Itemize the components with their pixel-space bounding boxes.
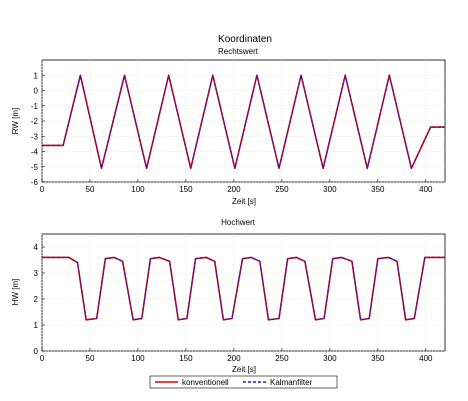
x-tick-label: 100 — [131, 185, 145, 194]
x-tick-label: 50 — [86, 354, 95, 363]
plot-area — [41, 233, 446, 352]
y-tick-label: 1 — [34, 321, 39, 330]
series-line-kalmanfilter — [42, 74, 445, 169]
legend: konventionell Kalmanfilter — [149, 375, 338, 389]
x-tick-label: 350 — [371, 185, 385, 194]
series-group — [42, 256, 445, 321]
grid — [41, 234, 445, 352]
series-line-konventionell — [42, 256, 445, 321]
x-tick-label: 0 — [40, 354, 45, 363]
x-tick-label: 150 — [179, 354, 193, 363]
x-tick-labels: 0 50 100 150 200 250 300 350 400 — [40, 185, 433, 194]
legend-label: konventionell — [182, 378, 229, 387]
x-tick-label: 150 — [179, 185, 193, 194]
x-tick-labels: 0 50 100 150 200 250 300 350 400 — [40, 354, 433, 363]
y-tick-label: 2 — [34, 295, 39, 304]
y-tick-label: 0 — [34, 87, 39, 96]
series-group — [42, 74, 445, 170]
y-tick-label: 0 — [34, 347, 39, 356]
y-tick-label: -5 — [31, 163, 39, 172]
x-tick-label: 400 — [419, 354, 433, 363]
x-tick-label: 250 — [275, 185, 289, 194]
y-tick-labels: -6 -5 -4 -3 -2 -1 0 1 — [31, 71, 39, 187]
x-axis-label: Zeit [s] — [232, 197, 256, 206]
figure-title: Koordinaten — [218, 34, 272, 45]
x-tick-label: 300 — [323, 185, 337, 194]
chart-title: Rechtswert — [218, 47, 259, 56]
x-tick-label: 350 — [371, 354, 385, 363]
legend-label: Kalmanfilter — [270, 378, 313, 387]
x-tick-label: 250 — [275, 354, 289, 363]
x-tick-label: 300 — [323, 354, 337, 363]
chart-rechtswert: Rechtswert 0 50 100 150 200 250 300 350 400 -6 -5… — [11, 47, 446, 206]
y-tick-label: -3 — [31, 132, 39, 141]
chart-title: Hochwert — [221, 218, 256, 227]
y-tick-label: -1 — [31, 102, 39, 111]
x-tick-label: 200 — [227, 185, 241, 194]
y-tick-labels: 0 1 2 3 4 — [34, 243, 39, 356]
x-tick-label: 0 — [40, 185, 45, 194]
x-tick-label: 400 — [419, 185, 433, 194]
y-axis-label: HW [m] — [11, 279, 20, 306]
y-tick-label: -2 — [31, 117, 39, 126]
y-tick-label: 3 — [34, 269, 39, 278]
chart-hochwert: Hochwert 0 50 100 150 200 250 300 350 400 01234 … — [11, 218, 446, 374]
y-tick-label: 4 — [34, 243, 39, 252]
x-tick-label: 100 — [131, 354, 145, 363]
x-tick-label: 200 — [227, 354, 241, 363]
x-tick-label: 50 — [86, 185, 95, 194]
y-tick-label: -4 — [31, 148, 39, 157]
y-axis-label: RW [m] — [11, 108, 20, 135]
y-tick-label: 1 — [34, 71, 39, 80]
y-tick-label: -6 — [31, 178, 39, 187]
x-axis-label: Zeit [s] — [232, 365, 256, 374]
